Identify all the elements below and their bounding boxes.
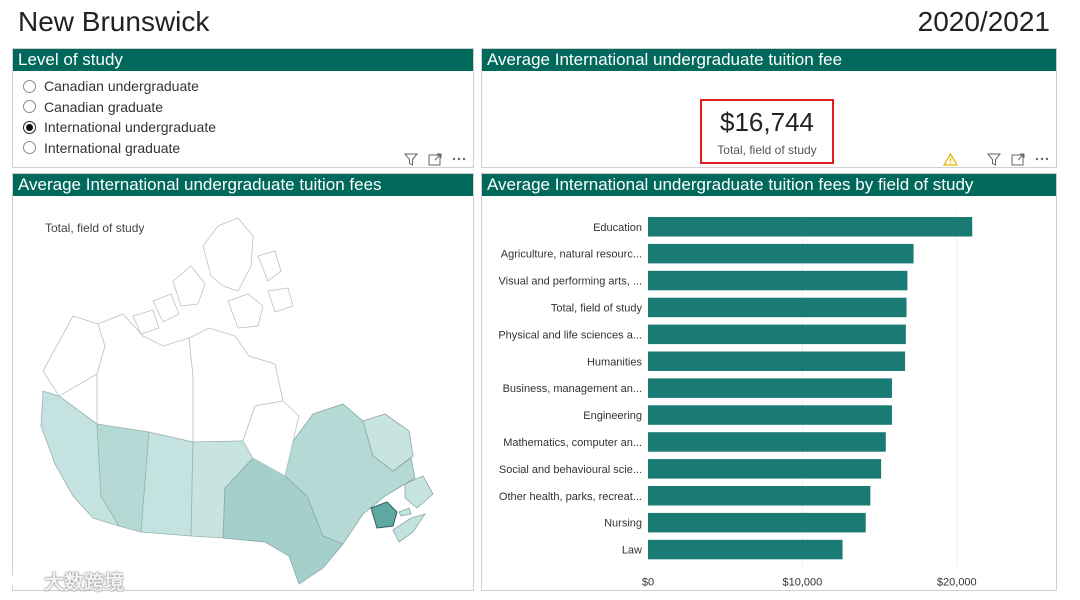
kpi-subtitle: Total, field of study: [717, 143, 817, 157]
level-option-label: International undergraduate: [44, 119, 217, 136]
watermark-text: 大数跨境: [44, 572, 124, 594]
kpi-value: $16,744: [720, 107, 814, 137]
year-label: 2020/2021: [917, 6, 1050, 37]
map-title: Average International undergraduate tuit…: [13, 174, 473, 196]
category-label: Education: [593, 222, 642, 234]
level-option[interactable]: International graduate: [23, 138, 473, 159]
watermark-logo-icon: [11, 571, 40, 589]
bar[interactable]: [648, 351, 906, 372]
region-saskatchewan: [140, 431, 194, 537]
radio-unchecked-icon[interactable]: [23, 79, 36, 93]
region-nwt: [96, 313, 194, 443]
kpi-card[interactable]: $16,744 Total, field of study: [700, 99, 834, 164]
region-bc: [40, 390, 120, 527]
level-option[interactable]: Canadian graduate: [23, 97, 473, 118]
kpi-panel: Average International undergraduate tuit…: [481, 48, 1057, 168]
warning-icon[interactable]: [942, 152, 958, 166]
bar[interactable]: [648, 378, 892, 398]
hudson-bay: [242, 400, 300, 477]
category-label: Agriculture, natural resourc...: [501, 249, 642, 261]
radio-unchecked-icon[interactable]: [23, 100, 36, 114]
bar[interactable]: [648, 512, 866, 533]
focus-mode-icon[interactable]: [1010, 152, 1026, 166]
category-label: Humanities: [587, 356, 643, 368]
category-label: Mathematics, computer an...: [503, 437, 642, 449]
arctic-islands: [132, 217, 294, 335]
region-new-brunswick: [370, 501, 398, 529]
bar[interactable]: [648, 459, 882, 479]
x-tick-label: $0: [642, 577, 654, 589]
bar[interactable]: [648, 324, 906, 345]
bar[interactable]: [648, 486, 871, 506]
bar[interactable]: [648, 270, 908, 291]
canada-map[interactable]: [13, 196, 473, 590]
bar-chart-panel: Average International undergraduate tuit…: [481, 173, 1057, 591]
map-subtitle: Total, field of study: [45, 221, 145, 235]
bar-chart-title: Average International undergraduate tuit…: [482, 174, 1056, 196]
level-option[interactable]: Canadian undergraduate: [23, 76, 473, 97]
category-label: Law: [622, 545, 642, 557]
region-newfoundland-labrador: [362, 413, 434, 509]
region-nova-scotia: [392, 513, 426, 543]
bar[interactable]: [648, 405, 892, 425]
more-options-icon[interactable]: [451, 152, 467, 166]
category-label: Nursing: [604, 518, 642, 530]
kpi-panel-toolbar: [986, 152, 1050, 166]
category-label: Business, management an...: [503, 383, 642, 395]
kpi-title: Average International undergraduate tuit…: [482, 49, 1056, 71]
level-option-label: Canadian graduate: [44, 98, 164, 115]
filter-icon[interactable]: [986, 152, 1002, 166]
category-label: Visual and performing arts, ...: [499, 276, 642, 288]
filter-icon[interactable]: [403, 152, 419, 166]
region-pei: [398, 507, 412, 517]
level-of-study-title: Level of study: [13, 49, 473, 71]
category-label: Total, field of study: [551, 302, 643, 314]
x-tick-label: $10,000: [783, 577, 823, 589]
bar[interactable]: [648, 297, 907, 318]
level-option[interactable]: International undergraduate: [23, 117, 473, 138]
watermark: 大数跨境: [10, 566, 124, 595]
radio-checked-icon[interactable]: [23, 120, 36, 134]
category-label: Physical and life sciences a...: [498, 329, 642, 341]
page-title: New Brunswick: [18, 6, 210, 37]
bar[interactable]: [648, 217, 973, 237]
level-panel-toolbar: [403, 152, 467, 166]
focus-mode-icon[interactable]: [427, 152, 443, 166]
bar[interactable]: [648, 539, 843, 560]
bar[interactable]: [648, 432, 886, 452]
category-label: Engineering: [583, 410, 642, 422]
level-of-study-panel: Level of study Canadian undergraduate Can…: [12, 48, 474, 168]
category-label: Social and behavioural scie...: [499, 464, 642, 476]
map-panel: Average International undergraduate tuit…: [12, 173, 474, 591]
level-option-label: Canadian undergraduate: [44, 78, 199, 95]
x-tick-label: $20,000: [937, 577, 977, 589]
region-yukon: [42, 315, 106, 397]
region-alberta: [96, 423, 150, 533]
radio-unchecked-icon[interactable]: [23, 141, 36, 155]
field-of-study-bar-chart[interactable]: Education Agriculture, natural resourc...…: [482, 196, 1056, 590]
level-of-study-options: Canadian undergraduate Canadian graduate I…: [13, 71, 473, 158]
more-options-icon[interactable]: [1034, 152, 1050, 166]
category-label: Other health, parks, recreat...: [499, 491, 642, 503]
level-option-label: International graduate: [44, 139, 181, 156]
bar[interactable]: [648, 243, 914, 264]
